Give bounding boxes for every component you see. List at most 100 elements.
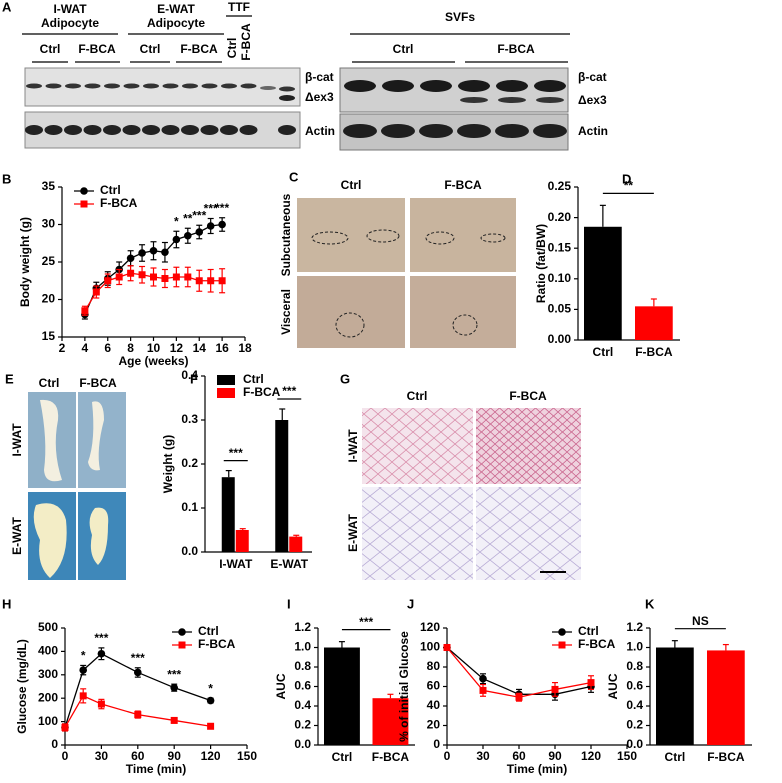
data-point	[134, 711, 142, 719]
x-tick-label: F-BCA	[635, 345, 673, 359]
significance-label: ***	[282, 384, 296, 398]
x-tick-label: 10	[147, 341, 161, 355]
data-point	[218, 277, 226, 285]
y-tick-label: 0.2	[181, 456, 198, 470]
x-tick-label: F-BCA	[707, 750, 745, 764]
western-blot	[24, 67, 569, 151]
photo	[410, 276, 516, 348]
panel-letter: H	[2, 596, 11, 611]
blot-image	[339, 67, 569, 113]
bar	[656, 647, 694, 745]
significance-label: *	[208, 681, 213, 695]
y-axis-label: Ratio (fat/BW)	[534, 224, 548, 303]
band-label: Δex3	[305, 90, 334, 104]
y-axis-label: Body weight (g)	[18, 217, 32, 307]
data-point	[134, 668, 142, 677]
y-tick-label: 0.8	[294, 659, 311, 673]
x-tick-label: 60	[512, 749, 526, 763]
data-point	[161, 248, 169, 257]
data-point	[150, 273, 157, 281]
blot-band	[25, 125, 43, 135]
data-point	[127, 269, 135, 277]
blot-band	[161, 125, 180, 135]
data-point	[170, 716, 178, 724]
y-axis-label: AUC	[606, 673, 620, 699]
blot-band	[278, 125, 296, 135]
data-point	[551, 685, 559, 693]
panel-letter: G	[340, 371, 350, 386]
y-tick-label: 0.0	[181, 544, 198, 558]
data-point	[515, 693, 523, 701]
y-axis-label: Glucose (mg/dL)	[15, 639, 29, 734]
blot-band	[142, 125, 160, 135]
y-tick-label: 100	[420, 640, 440, 654]
blot-band	[44, 125, 63, 135]
bar	[235, 530, 249, 552]
photo	[297, 198, 405, 272]
x-tick-label: 18	[238, 341, 252, 355]
x-tick-label: E-WAT	[270, 557, 308, 571]
data-point	[79, 666, 87, 674]
blot-band	[260, 86, 276, 90]
y-tick-label: 1.2	[294, 620, 311, 634]
blot-band	[239, 125, 258, 135]
blot-band	[104, 83, 120, 89]
data-point	[161, 275, 169, 282]
panel-letter: A	[2, 0, 12, 14]
row-label: I-WAT	[10, 423, 24, 457]
x-tick-label: 120	[201, 749, 221, 763]
significance-label: ***	[359, 615, 373, 629]
panel-letter: F	[190, 371, 198, 386]
group-title: E-WAT	[157, 2, 195, 16]
group-title: Adipocyte	[41, 16, 99, 30]
bar	[221, 477, 235, 552]
significance-label: **	[183, 211, 193, 225]
y-tick-label: 0.15	[548, 240, 572, 254]
data-point	[172, 235, 181, 244]
x-tick-label: 150	[617, 749, 637, 763]
x-tick-label: 0	[62, 749, 69, 763]
blot-band	[279, 95, 295, 101]
y-tick-label: 0.25	[548, 179, 572, 193]
blot-band	[84, 83, 101, 89]
condition-label: Ctrl	[225, 38, 239, 59]
x-tick-label: 6	[104, 341, 111, 355]
y-tick-label: 0.00	[548, 332, 572, 346]
row-label: Visceral	[279, 289, 293, 335]
y-tick-label: 0.4	[294, 698, 311, 712]
condition-label: Ctrl	[140, 42, 161, 56]
y-tick-label: 400	[38, 644, 58, 658]
x-axis-label: Time (min)	[126, 762, 186, 776]
data-point	[479, 686, 487, 694]
blot-band	[343, 124, 377, 138]
x-tick-label: Ctrl	[593, 345, 614, 359]
data-point	[207, 277, 215, 285]
condition-label: F-BCA	[239, 23, 253, 61]
blot-band	[103, 125, 121, 135]
bar	[275, 420, 289, 552]
legend-label: Ctrl	[578, 624, 599, 638]
legend-marker	[80, 187, 88, 195]
histology-image	[362, 408, 473, 484]
y-tick-label: 0.4	[626, 698, 643, 712]
panel-letter: I	[287, 596, 291, 611]
condition-label: Ctrl	[40, 42, 61, 56]
data-point	[218, 220, 226, 229]
y-tick-label: 120	[420, 620, 440, 634]
series-line	[64, 652, 211, 728]
legend-label: F-BCA	[198, 637, 236, 651]
y-tick-label: 0.10	[548, 271, 572, 285]
legend-marker	[178, 641, 186, 649]
row-label: E-WAT	[346, 513, 360, 551]
x-axis-label: Time (min)	[507, 762, 567, 776]
blot-band	[201, 83, 218, 89]
blot-band	[533, 124, 567, 138]
legend-marker	[178, 628, 186, 636]
data-point	[170, 683, 178, 692]
condition-label: F-BCA	[497, 42, 535, 56]
significance-label: ***	[167, 667, 181, 681]
x-tick-label: 14	[193, 341, 207, 355]
data-point	[138, 249, 146, 257]
x-tick-label: I-WAT	[219, 557, 253, 571]
x-tick-label: 2	[59, 341, 66, 355]
